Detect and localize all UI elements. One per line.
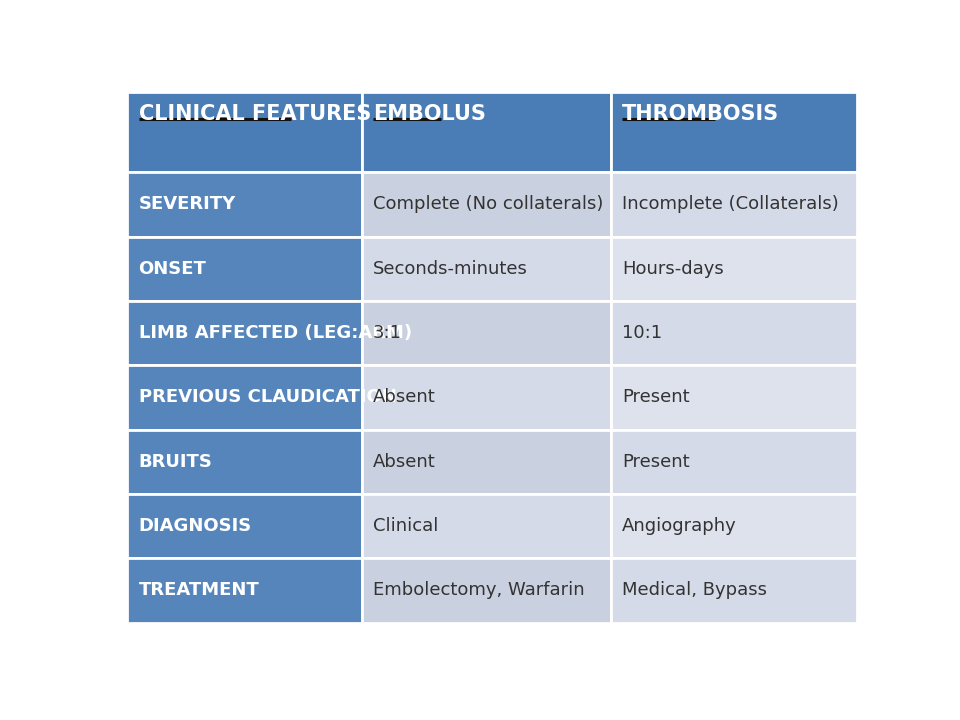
Bar [611, 237, 856, 301]
Bar [128, 430, 362, 494]
Bar [362, 430, 611, 494]
Text: 3:1: 3:1 [372, 324, 402, 342]
Text: Angiography: Angiography [622, 517, 737, 535]
Text: CLINICAL FEATURES: CLINICAL FEATURES [138, 104, 371, 124]
Bar [611, 301, 856, 365]
Text: Present: Present [622, 388, 690, 406]
Text: EMBOLUS: EMBOLUS [372, 104, 486, 124]
Text: Clinical: Clinical [372, 517, 439, 535]
Text: 10:1: 10:1 [622, 324, 662, 342]
Text: TREATMENT: TREATMENT [138, 581, 259, 599]
Text: Complete (No collaterals): Complete (No collaterals) [372, 196, 603, 214]
Text: THROMBOSIS: THROMBOSIS [622, 104, 780, 124]
Bar [362, 365, 611, 430]
Bar [611, 430, 856, 494]
Text: Hours-days: Hours-days [622, 260, 724, 278]
Text: ONSET: ONSET [138, 260, 206, 278]
Bar [128, 301, 362, 365]
Text: Present: Present [622, 453, 690, 471]
Text: SEVERITY: SEVERITY [138, 196, 236, 214]
Bar [611, 558, 856, 623]
Text: Absent: Absent [372, 453, 436, 471]
Bar [362, 301, 611, 365]
Bar [362, 494, 611, 558]
Bar [611, 494, 856, 558]
Text: Embolectomy, Warfarin: Embolectomy, Warfarin [372, 581, 585, 599]
Bar [128, 172, 362, 237]
Text: PREVIOUS CLAUDICATION: PREVIOUS CLAUDICATION [138, 388, 396, 406]
Bar [128, 365, 362, 430]
Text: Incomplete (Collaterals): Incomplete (Collaterals) [622, 196, 839, 214]
Bar [128, 92, 362, 172]
Bar [611, 172, 856, 237]
Bar [362, 558, 611, 623]
Text: DIAGNOSIS: DIAGNOSIS [138, 517, 252, 535]
Bar [362, 237, 611, 301]
Bar [128, 237, 362, 301]
Bar [128, 558, 362, 623]
Bar [362, 172, 611, 237]
Bar [128, 494, 362, 558]
Text: Absent: Absent [372, 388, 436, 406]
Bar [611, 92, 856, 172]
Bar [611, 365, 856, 430]
Text: BRUITS: BRUITS [138, 453, 212, 471]
Text: Medical, Bypass: Medical, Bypass [622, 581, 767, 599]
Bar [362, 92, 611, 172]
Text: Seconds-minutes: Seconds-minutes [372, 260, 528, 278]
Text: LIMB AFFECTED (LEG:ARM): LIMB AFFECTED (LEG:ARM) [138, 324, 412, 342]
